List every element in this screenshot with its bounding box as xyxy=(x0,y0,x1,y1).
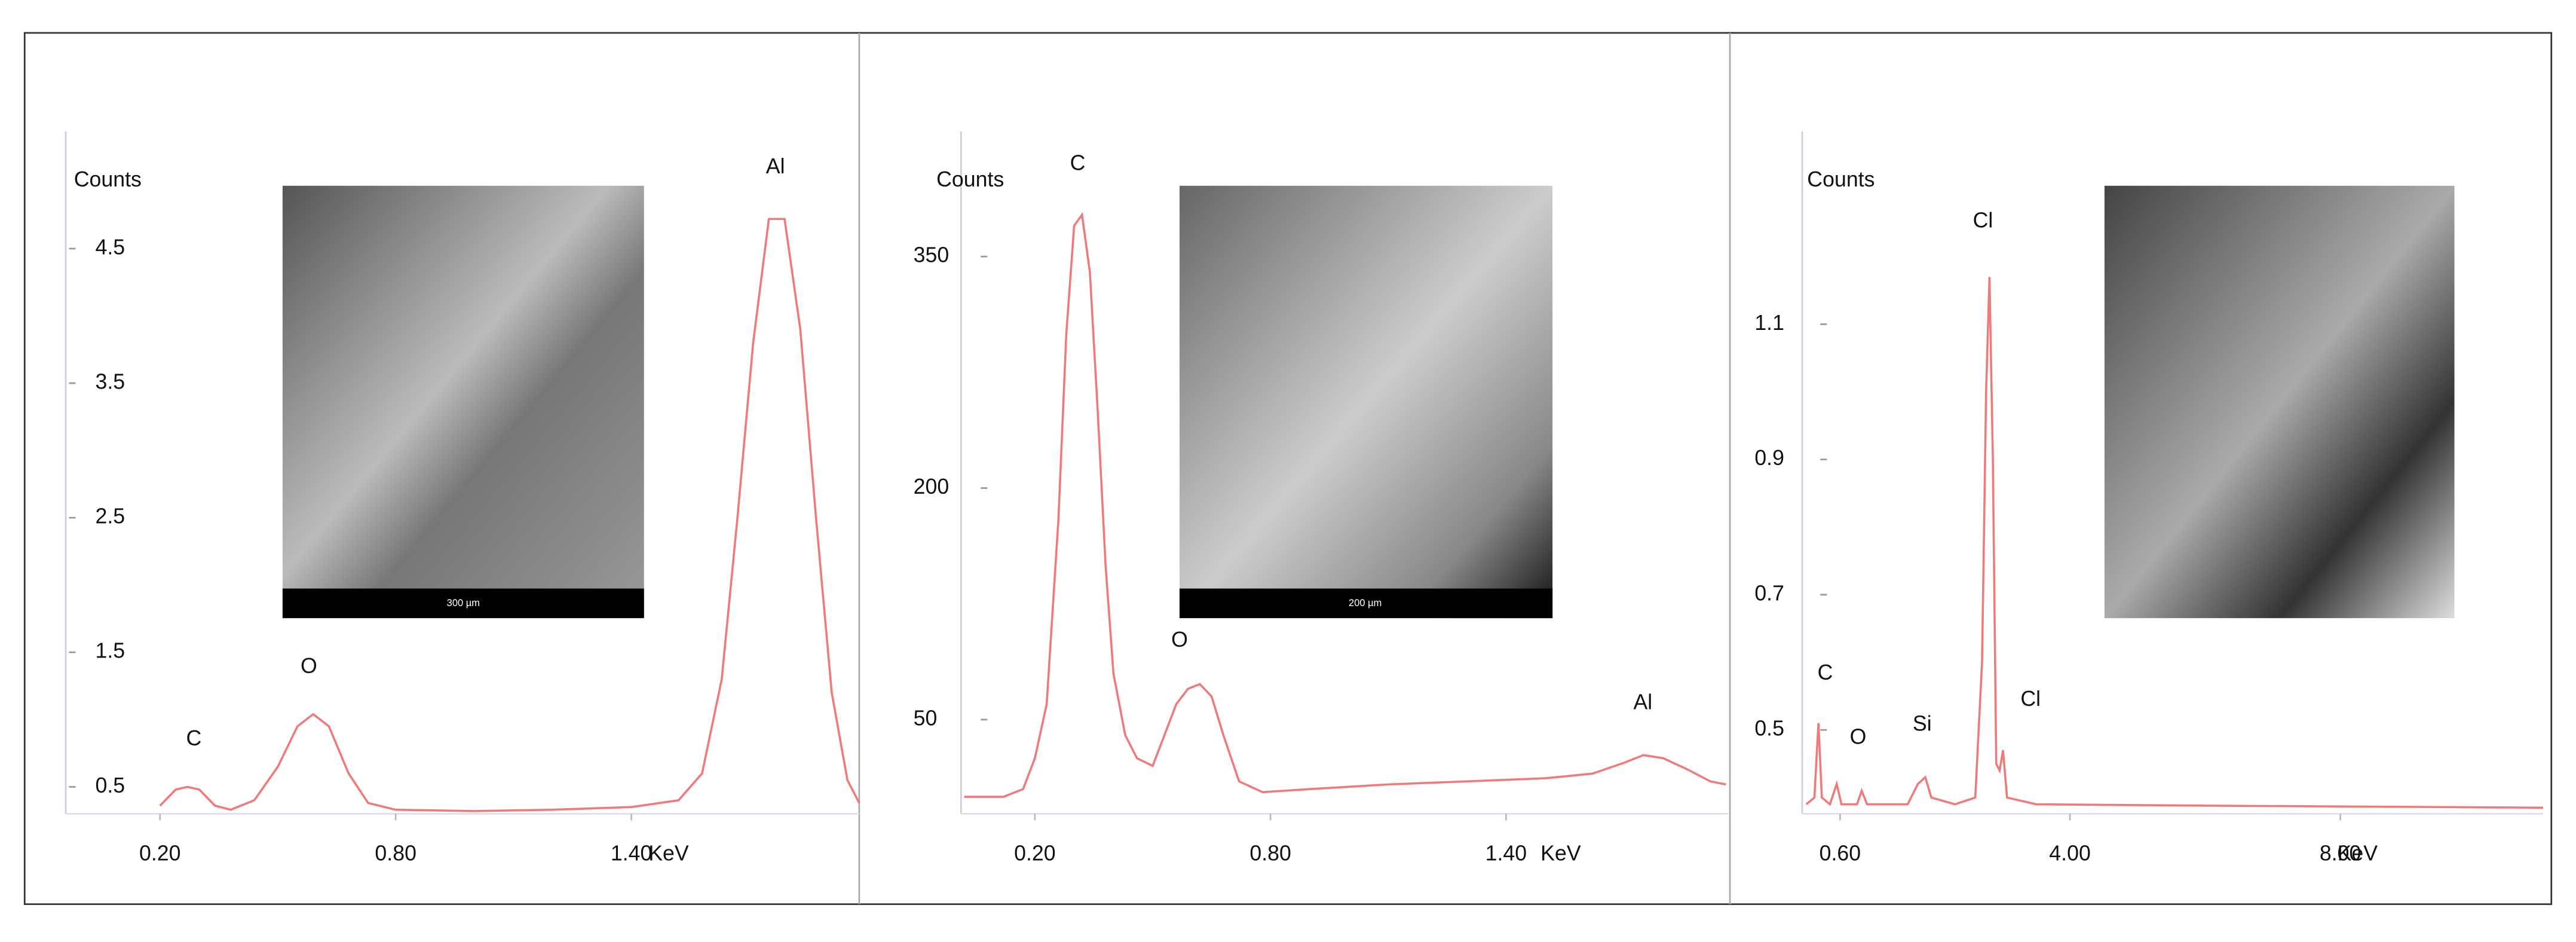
sem-image xyxy=(1180,185,1553,619)
peak-label: Al xyxy=(766,154,785,178)
scale-bar-label: 300 µm xyxy=(447,598,480,608)
y-tick-label: 200 xyxy=(914,475,949,498)
y-axis-label: Counts xyxy=(936,167,1004,191)
y-tick-label: 0.5 xyxy=(95,773,125,797)
spectrum-line xyxy=(964,212,1726,798)
y-tick-label: 4.5 xyxy=(95,235,125,259)
x-tick-label: 1.40 xyxy=(1485,842,1527,865)
y-tick-label: 0.9 xyxy=(1754,446,1784,470)
peak-label: O xyxy=(1171,628,1188,652)
x-tick-label: 0.20 xyxy=(1014,842,1056,865)
y-axis-label: Counts xyxy=(74,167,142,191)
x-tick-label: 0.80 xyxy=(1249,842,1291,865)
peak-label: C xyxy=(1818,660,1833,684)
y-tick-label: 350 xyxy=(914,243,949,267)
y-tick-label: 2.5 xyxy=(95,504,125,528)
spectrum-line xyxy=(159,218,860,812)
scale-bar-label: 200 µm xyxy=(1349,598,1382,608)
x-axis-label: KeV xyxy=(2338,842,2378,865)
x-tick-label: 8.00 xyxy=(2320,842,2361,865)
sem-image xyxy=(282,185,644,619)
peak-label: C xyxy=(1070,151,1086,175)
x-axis-label: KeV xyxy=(648,842,689,865)
y-axis-label: Counts xyxy=(1807,167,1874,191)
peak-label: C xyxy=(186,726,202,750)
x-tick-label: 0.20 xyxy=(139,842,181,865)
x-tick-label: 0.60 xyxy=(1820,842,1861,865)
scale-strip xyxy=(282,588,644,619)
x-axis-label: KeV xyxy=(1540,842,1581,865)
peak-label: Si xyxy=(1913,711,1932,735)
peak-label: Cl xyxy=(2020,687,2041,711)
y-tick-label: 0.7 xyxy=(1754,581,1784,605)
sem-image xyxy=(2104,185,2455,619)
peak-label: Cl xyxy=(1973,209,1993,233)
scale-strip xyxy=(1180,588,1553,619)
y-tick-label: 1.1 xyxy=(1754,311,1784,335)
x-tick-label: 1.40 xyxy=(611,842,653,865)
x-tick-label: 0.80 xyxy=(375,842,416,865)
peak-label: O xyxy=(301,654,317,678)
frame xyxy=(23,32,2553,906)
y-tick-label: 50 xyxy=(914,706,938,730)
y-tick-label: 3.5 xyxy=(95,369,125,393)
y-tick-label: 1.5 xyxy=(95,639,125,663)
peak-label: O xyxy=(1850,724,1867,748)
x-tick-label: 4.00 xyxy=(2049,842,2091,865)
y-tick-label: 0.5 xyxy=(1754,717,1784,741)
spectrum-line xyxy=(1805,277,2544,809)
peak-label: Al xyxy=(1633,690,1652,714)
